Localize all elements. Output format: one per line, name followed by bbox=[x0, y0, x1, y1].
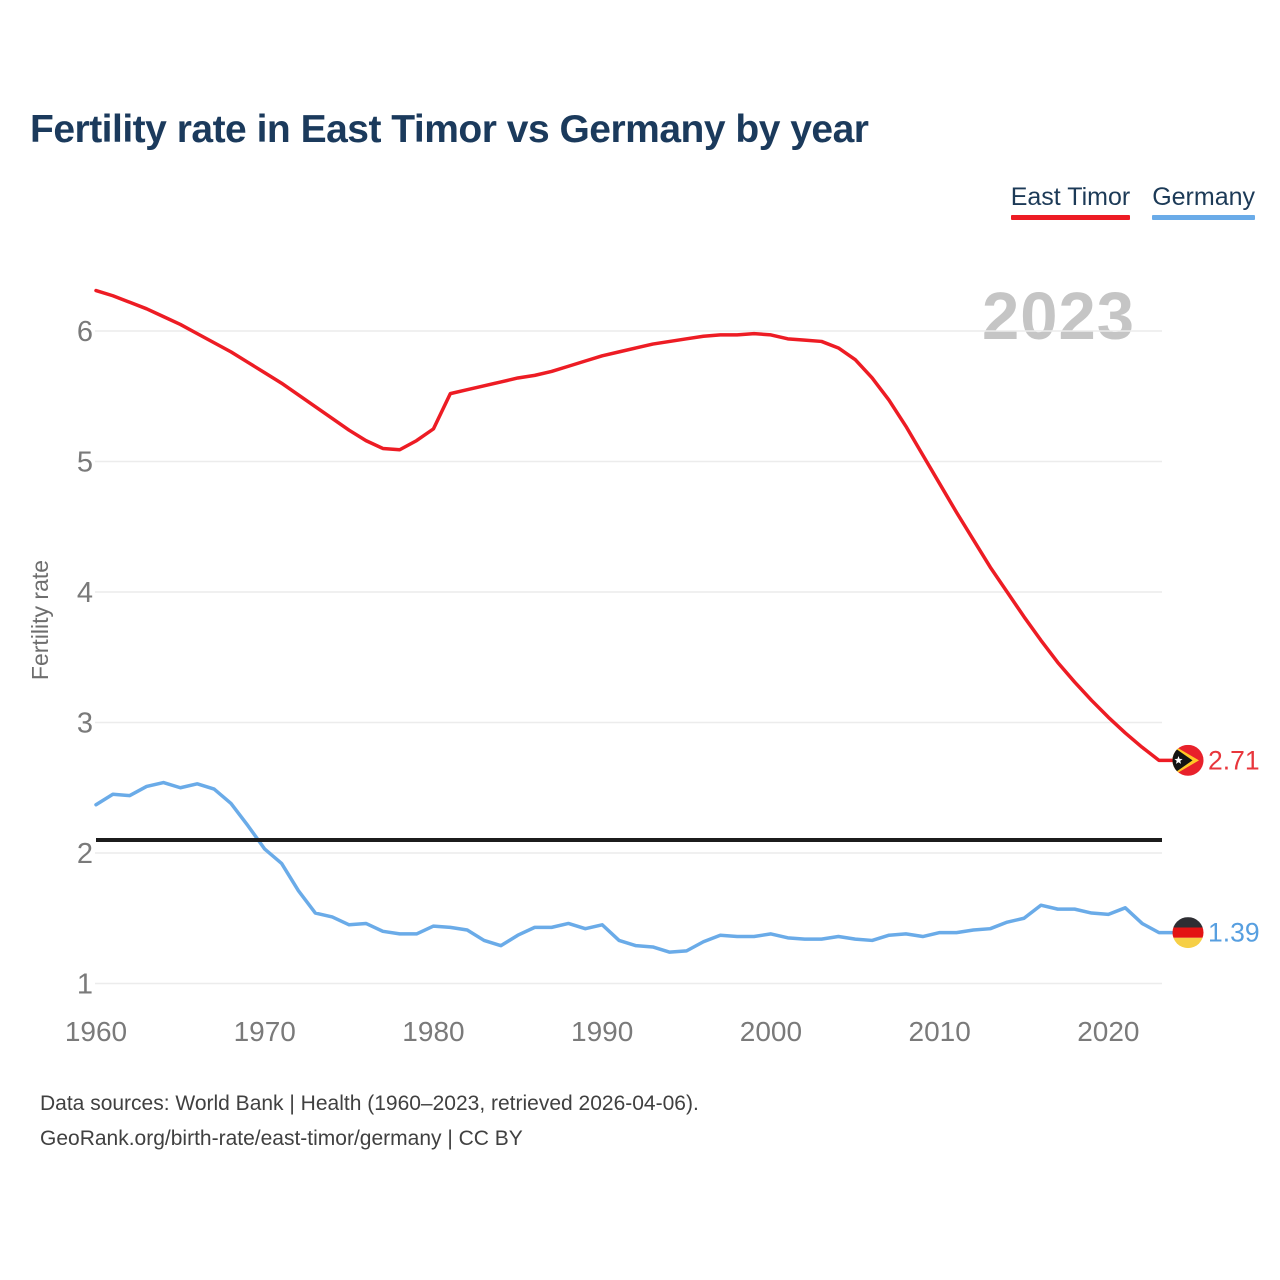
grid-layer: 1 2 3 4 5 6 1960 1970 1980 1990 2000 2010 2020 bbox=[65, 316, 1162, 1047]
legend-item-east-timor[interactable]: East Timor bbox=[1010, 183, 1131, 220]
x-tick-label-2000: 2000 bbox=[740, 1016, 802, 1047]
y-tick-label-1: 1 bbox=[77, 969, 93, 1001]
star-icon bbox=[1174, 756, 1183, 764]
y-tick-label-6: 6 bbox=[77, 316, 93, 348]
series-layer bbox=[94, 288, 1175, 954]
east-timor-series-line[interactable] bbox=[94, 288, 1175, 763]
y-tick-label-5: 5 bbox=[77, 447, 93, 479]
x-tick-label-2010: 2010 bbox=[909, 1016, 971, 1047]
x-tick-label-1960: 1960 bbox=[65, 1016, 127, 1047]
x-tick-label-1980: 1980 bbox=[402, 1016, 464, 1047]
y-axis-title: Fertility rate bbox=[27, 560, 53, 680]
east-timor-flag-icon bbox=[1172, 744, 1204, 776]
y-tick-label-3: 3 bbox=[77, 708, 93, 740]
y-tick-label-4: 4 bbox=[77, 577, 93, 609]
footer-sources: Data sources: World Bank | Health (1960–… bbox=[40, 1092, 699, 1115]
legend-label-germany: Germany bbox=[1152, 183, 1255, 211]
germany-flag-icon bbox=[1172, 917, 1204, 949]
germany-end-value: 1.39 bbox=[1208, 918, 1260, 948]
watermark-year: 2023 bbox=[981, 279, 1135, 354]
east-timor-end-value: 2.71 bbox=[1208, 745, 1260, 775]
footer-attribution: GeoRank.org/birth-rate/east-timor/german… bbox=[40, 1127, 523, 1150]
legend-item-germany[interactable]: Germany bbox=[1152, 183, 1255, 220]
legend-underline-east-timor bbox=[1010, 215, 1131, 220]
footer: Data sources: World Bank | Health (1960–… bbox=[40, 1086, 699, 1156]
page-title: Fertility rate in East Timor vs Germany … bbox=[30, 108, 869, 151]
legend: East Timor Germany bbox=[1010, 183, 1255, 220]
x-tick-label-1970: 1970 bbox=[234, 1016, 296, 1047]
y-tick-label-2: 2 bbox=[77, 838, 93, 870]
legend-label-east-timor: East Timor bbox=[1010, 183, 1131, 211]
x-tick-label-1990: 1990 bbox=[571, 1016, 633, 1047]
x-tick-label-2020: 2020 bbox=[1077, 1016, 1139, 1047]
legend-underline-germany bbox=[1152, 215, 1255, 220]
germany-series-line[interactable] bbox=[94, 780, 1175, 954]
